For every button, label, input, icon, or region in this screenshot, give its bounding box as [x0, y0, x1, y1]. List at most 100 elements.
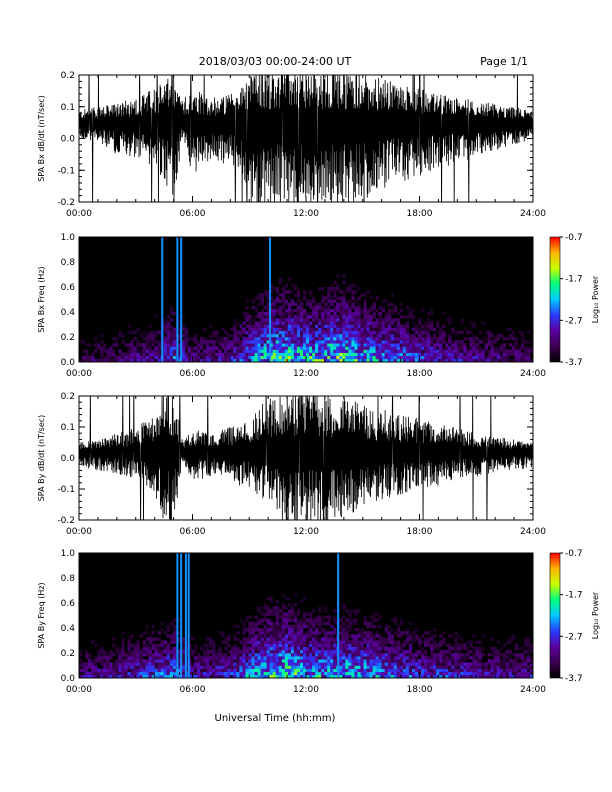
spectrogram-cell	[336, 352, 340, 357]
spectrogram-cell	[245, 637, 249, 641]
spectrogram-cell	[266, 315, 270, 319]
spectrogram-cell	[339, 333, 343, 338]
spectrogram-cell	[378, 312, 382, 316]
spectrogram-cell	[360, 643, 364, 648]
spectrogram-cell	[260, 612, 264, 616]
spectrogram-cell	[299, 327, 304, 332]
spectrogram-cell	[166, 330, 171, 335]
spectrogram-cell	[112, 662, 116, 666]
spectrogram-cell	[142, 640, 146, 644]
spectrogram-cell	[387, 324, 392, 328]
spectrogram-cell	[390, 637, 395, 641]
spectrogram-cell	[215, 352, 219, 357]
spectrogram-cell	[299, 305, 304, 310]
spectrogram-cell	[106, 349, 110, 353]
spectrogram-cell	[224, 355, 228, 360]
spectrogram-cell	[257, 649, 261, 654]
spectrogram-cell	[369, 296, 373, 300]
spectrogram-cell	[511, 674, 516, 679]
spectrogram-cell	[481, 653, 485, 657]
spectrogram-cell	[442, 656, 446, 660]
spectrogram-cell	[469, 330, 473, 335]
spectrogram-cell	[127, 352, 131, 357]
spectrogram-cell	[227, 340, 231, 344]
spectrogram-cell	[233, 634, 237, 638]
spectrogram-cell	[215, 355, 219, 360]
spectrogram-cell	[324, 634, 328, 638]
spectrogram-cell	[421, 333, 425, 338]
spectrogram-cell	[281, 603, 286, 607]
spectrogram-cell	[357, 674, 361, 679]
spectrogram-cell	[133, 649, 137, 654]
spectrogram-cell	[372, 324, 376, 328]
spectrogram-cell	[166, 659, 171, 663]
spectrogram-cell	[272, 649, 277, 654]
spectrogram-cell	[327, 662, 331, 666]
spectrogram-cell	[227, 674, 231, 679]
spectrogram-cell	[396, 321, 401, 325]
spectrogram-cell	[148, 358, 152, 363]
spectrogram-cell	[239, 659, 243, 663]
spectrogram-cell	[302, 355, 307, 360]
spectrogram-cell	[287, 290, 292, 294]
spectrogram-cell	[145, 653, 149, 657]
spectrogram-cell	[496, 653, 501, 657]
spectrogram-cell	[493, 337, 497, 341]
spectrogram-cell	[163, 631, 168, 635]
spectrogram-cell	[221, 668, 225, 673]
spectrogram-cell	[166, 358, 171, 363]
spectrogram-cell	[526, 665, 531, 669]
spectrogram-cell	[321, 668, 325, 673]
spectrogram-cell	[148, 634, 152, 638]
spectrogram-cell	[284, 358, 289, 363]
spectrogram-cell	[309, 318, 313, 322]
spectrogram-cell	[121, 659, 125, 663]
spectrogram-cell	[342, 649, 346, 654]
spectrogram-cell	[339, 665, 343, 669]
spectrogram-cell	[139, 634, 143, 638]
spectrogram-cell	[439, 337, 443, 341]
spectrogram-cell	[475, 640, 479, 644]
spectrogram-cell	[354, 665, 358, 669]
spectrogram-cell	[148, 662, 152, 666]
spectrogram-cell	[169, 308, 174, 313]
spectrogram-cell	[236, 668, 240, 673]
spectrogram-cell	[124, 671, 128, 676]
spectrogram-cell	[357, 665, 361, 669]
spectrogram-cell	[405, 346, 410, 350]
spectrogram-cell	[197, 355, 201, 360]
spectrogram-cell	[206, 668, 210, 673]
spectrogram-cell	[251, 355, 255, 360]
spectrogram-cell	[197, 674, 201, 679]
spectrogram-cell	[511, 659, 516, 663]
spectrogram-cell	[460, 321, 464, 325]
spectrogram-cell	[366, 624, 370, 629]
spectrogram-cell	[112, 337, 116, 341]
spectrogram-cell	[387, 659, 392, 663]
spectrogram-cell	[469, 662, 473, 666]
spectrogram-cell	[384, 312, 389, 316]
spectrogram-cell	[266, 355, 270, 360]
spectrogram-cell	[321, 346, 325, 350]
spectrogram-cell	[523, 665, 528, 669]
spectrogram-cell	[272, 352, 277, 357]
spectrogram-cell	[445, 668, 449, 673]
spectrogram-cell	[293, 293, 298, 297]
spectrogram-cell	[484, 668, 488, 673]
spectrogram-cell	[275, 287, 280, 291]
y-tick-label: 1.0	[61, 549, 76, 559]
spectrogram-cell	[254, 327, 258, 332]
spectrogram-cell	[433, 349, 437, 353]
spectrogram-cell	[451, 330, 455, 335]
spectrogram-cell	[424, 637, 428, 641]
spectrogram-cell	[278, 337, 283, 341]
spectrogram-cell	[218, 352, 222, 357]
spectrogram-cell	[345, 287, 349, 291]
spectrogram-cell	[327, 640, 331, 644]
spectrogram-cell	[212, 649, 216, 654]
spectrogram-cell	[342, 308, 346, 313]
spectrogram-cell	[342, 293, 346, 297]
spectrogram-cell	[333, 609, 337, 613]
spectrogram-cell	[523, 340, 528, 344]
spectrogram-cell	[396, 649, 401, 654]
